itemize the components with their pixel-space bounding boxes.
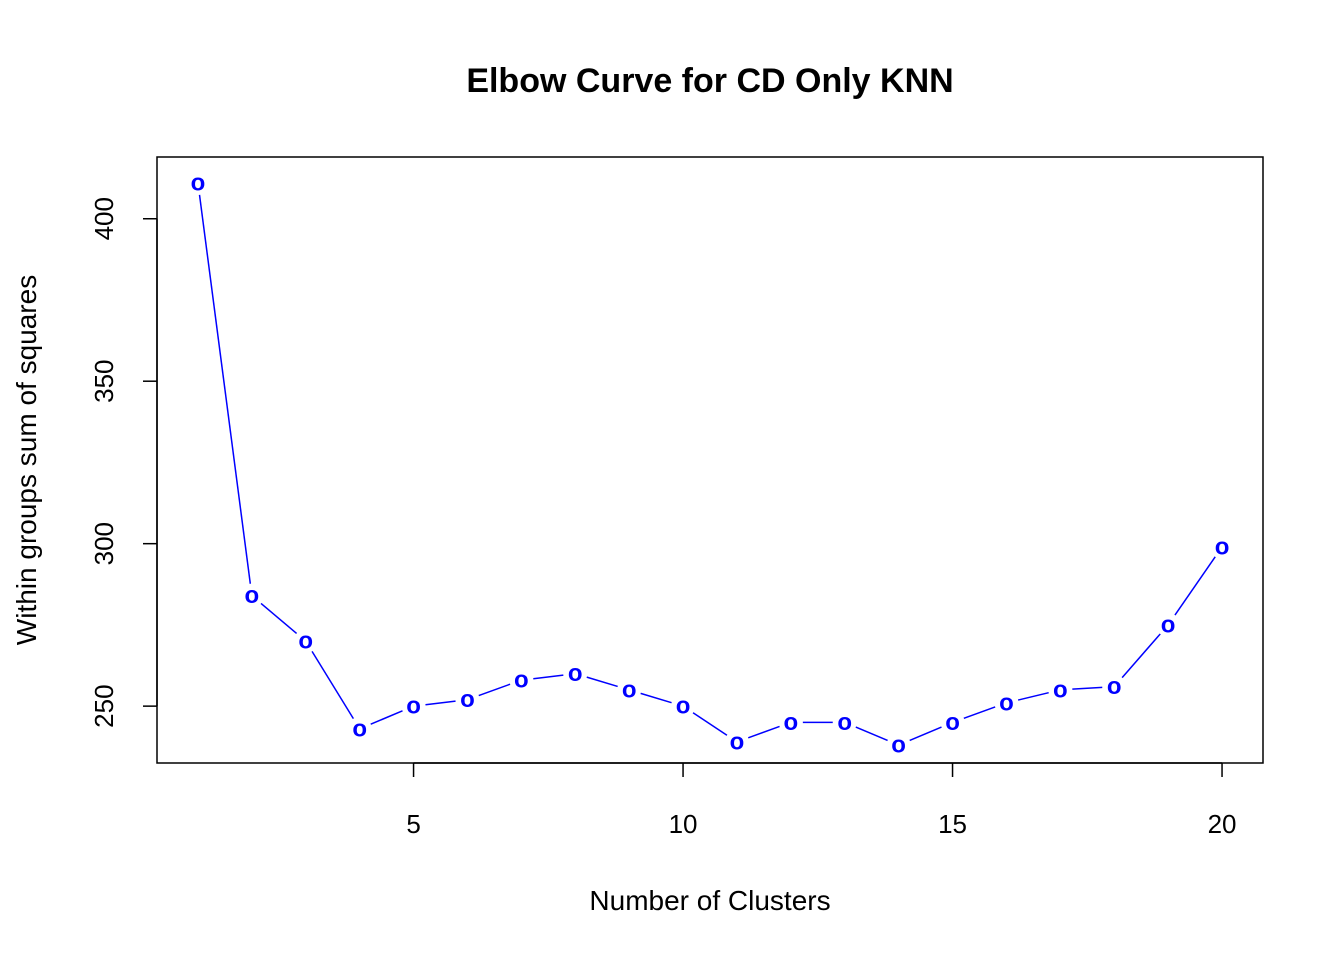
- y-axis-title: Within groups sum of squares: [11, 275, 42, 645]
- data-point: o: [352, 715, 367, 742]
- data-point: o: [1215, 533, 1230, 560]
- y-tick-label: 250: [89, 684, 119, 727]
- data-point: o: [891, 732, 906, 759]
- x-tick-label: 10: [669, 809, 698, 839]
- x-tick-label: 5: [406, 809, 420, 839]
- data-point: o: [676, 693, 691, 720]
- data-point: o: [245, 582, 260, 609]
- chart-title: Elbow Curve for CD Only KNN: [466, 62, 953, 100]
- data-point: o: [622, 676, 637, 703]
- series-segment: [198, 194, 252, 584]
- data-point: o: [837, 709, 852, 736]
- data-point: o: [945, 709, 960, 736]
- data-point: o: [999, 689, 1014, 716]
- series-segment: [640, 692, 672, 704]
- data-point: o: [460, 686, 475, 713]
- data-point: o: [406, 693, 421, 720]
- x-tick-label: 20: [1208, 809, 1237, 839]
- data-point: o: [1161, 611, 1176, 638]
- y-axis: 250 300 350 400: [89, 197, 158, 728]
- data-point: o: [191, 169, 206, 196]
- y-tick-label: 300: [89, 522, 119, 565]
- series-segment: [1174, 556, 1216, 616]
- y-tick-label: 400: [89, 197, 119, 240]
- data-point: o: [784, 709, 799, 736]
- series-segment: [692, 712, 728, 736]
- y-tick-label: 350: [89, 360, 119, 403]
- series-segment: [370, 710, 403, 725]
- data-point: o: [730, 728, 745, 755]
- data-point: o: [514, 667, 529, 694]
- series-segment: [311, 650, 355, 720]
- series-segment: [909, 726, 942, 742]
- series-segment: [963, 706, 996, 720]
- series-segment: [478, 683, 511, 697]
- series-segment: [586, 676, 618, 688]
- series-segment: [425, 700, 456, 706]
- series-line: [198, 194, 1216, 742]
- series-segment: [1072, 686, 1103, 690]
- series-segment: [855, 726, 888, 742]
- series-segment: [747, 725, 780, 739]
- series-segment: [260, 602, 298, 634]
- data-point: o: [1107, 673, 1122, 700]
- series-points: o o o o o o o o o o o o o o o o o o o o: [191, 169, 1230, 758]
- series-segment: [533, 674, 564, 680]
- plot-frame: [156, 156, 1264, 764]
- series-segment: [1121, 633, 1161, 679]
- x-axis: 5 10 15 20: [406, 762, 1237, 839]
- x-tick-label: 15: [938, 809, 967, 839]
- x-axis-title: Number of Clusters: [589, 885, 830, 916]
- data-point: o: [298, 628, 313, 655]
- data-point: o: [1053, 676, 1068, 703]
- series-segment: [1017, 691, 1049, 701]
- data-point: o: [568, 660, 583, 687]
